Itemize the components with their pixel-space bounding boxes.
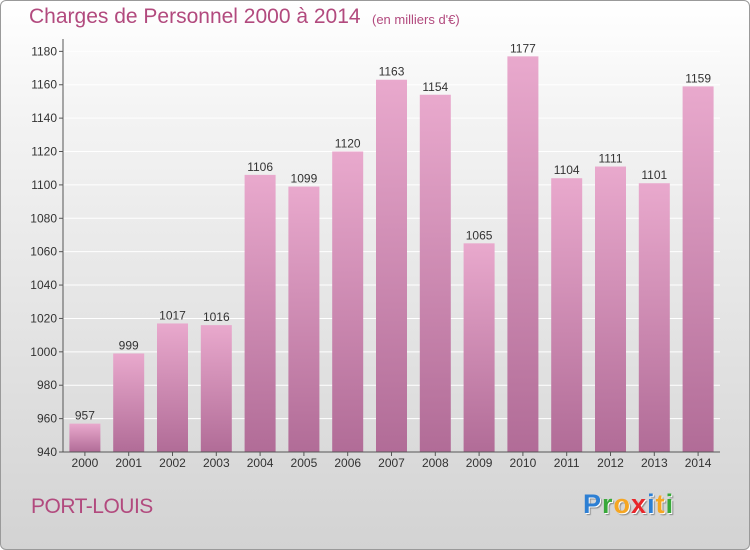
bar: [244, 174, 276, 452]
logo-letter: P: [583, 489, 603, 519]
bar: [113, 353, 145, 452]
data-label: 1101: [641, 168, 667, 182]
data-label: 999: [119, 339, 139, 353]
data-label: 1016: [203, 310, 230, 324]
bar: [507, 56, 539, 452]
x-tick-label: 2010: [510, 456, 537, 470]
bar: [419, 94, 451, 452]
data-label: 1154: [422, 80, 448, 94]
y-tick-label: 1140: [31, 111, 57, 125]
proxiti-logo: Proxiti: [583, 489, 674, 520]
data-label: 1120: [335, 137, 361, 151]
x-tick-label: 2006: [334, 456, 361, 470]
data-label: 1017: [159, 308, 186, 322]
x-tick-labels: 2000 2001 2002 2003 2004 2005 2006 2007 2008 2009…: [72, 452, 712, 470]
logo-letter: t: [655, 489, 666, 519]
x-tick-label: 2009: [466, 456, 493, 470]
y-tick-label: 1120: [31, 145, 57, 159]
y-tick-label: 1080: [30, 211, 57, 225]
bars: [69, 56, 714, 453]
logo-letter: r: [602, 489, 614, 519]
y-tick-label: 940: [37, 445, 57, 459]
data-label: 1104: [554, 163, 580, 177]
bar: [288, 186, 320, 452]
bar: [69, 423, 101, 452]
x-tick-label: 2012: [597, 456, 624, 470]
bar-chart: 940 960 980 1000 1020 1040 1060 1080 1100 1120 114…: [30, 39, 720, 470]
x-tick-label: 2002: [159, 456, 186, 470]
y-tick-label: 1160: [31, 78, 57, 92]
x-tick-label: 2011: [554, 456, 580, 470]
data-label: 1106: [247, 160, 273, 174]
x-tick-label: 2008: [422, 456, 449, 470]
x-tick-label: 2004: [247, 456, 274, 470]
bar: [638, 183, 670, 452]
x-tick-label: 2000: [72, 456, 99, 470]
bar: [551, 178, 583, 453]
data-label: 1065: [466, 228, 493, 242]
data-label: 1099: [291, 172, 318, 186]
y-tick-label: 980: [37, 378, 57, 392]
logo-letter: o: [613, 489, 632, 519]
bar: [463, 243, 495, 452]
x-tick-label: 2007: [378, 456, 405, 470]
y-tick-label: 1180: [31, 44, 57, 58]
y-tick-label: 1000: [30, 345, 57, 359]
x-tick-label: 2001: [115, 456, 142, 470]
data-label: 1159: [685, 71, 711, 85]
chart-title: Charges de Personnel 2000 à 2014: [29, 5, 361, 28]
chart-subtitle: (en milliers d'€): [372, 12, 460, 27]
bar: [376, 79, 407, 452]
y-tick-label: 1100: [31, 178, 57, 192]
data-label: 1111: [598, 152, 622, 166]
y-tick-label: 1060: [30, 245, 57, 259]
y-tick-label: 1020: [30, 311, 57, 325]
bar: [157, 323, 188, 452]
x-tick-label: 2005: [291, 456, 318, 470]
bar: [682, 86, 714, 452]
y-tick-labels: 940 960 980 1000 1020 1040 1060 1080 1100 1120 114…: [30, 44, 63, 459]
data-label: 1163: [379, 65, 405, 79]
city-name: PORT-LOUIS: [31, 495, 153, 518]
logo-letter: i: [647, 489, 656, 519]
data-label: 957: [75, 409, 95, 423]
data-labels: 957 999 1017 1016 1106 1099 1120 1163 1154 1065 11…: [75, 41, 711, 422]
y-tick-label: 1040: [30, 278, 57, 292]
y-tick-label: 960: [37, 412, 57, 426]
x-tick-label: 2014: [685, 456, 712, 470]
x-tick-label: 2003: [203, 456, 230, 470]
logo-letter: x: [631, 489, 648, 519]
data-label: 1177: [510, 41, 536, 55]
x-tick-label: 2013: [641, 456, 668, 470]
bar: [200, 325, 232, 452]
bar: [332, 151, 364, 453]
logo-letter: i: [665, 489, 675, 519]
bar: [595, 166, 626, 452]
